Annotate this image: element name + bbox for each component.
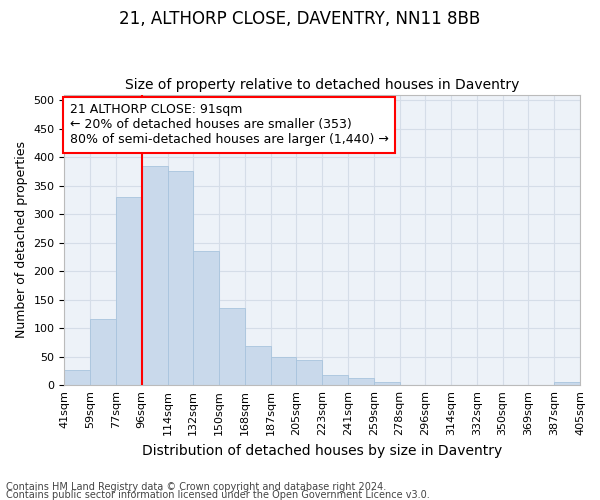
Bar bbox=[245, 346, 271, 385]
Bar bbox=[116, 197, 142, 385]
Bar bbox=[64, 370, 90, 385]
Text: 21, ALTHORP CLOSE, DAVENTRY, NN11 8BB: 21, ALTHORP CLOSE, DAVENTRY, NN11 8BB bbox=[119, 10, 481, 28]
Bar bbox=[90, 318, 116, 385]
Text: Contains public sector information licensed under the Open Government Licence v3: Contains public sector information licen… bbox=[6, 490, 430, 500]
Bar bbox=[374, 382, 400, 385]
Text: 21 ALTHORP CLOSE: 91sqm
← 20% of detached houses are smaller (353)
80% of semi-d: 21 ALTHORP CLOSE: 91sqm ← 20% of detache… bbox=[70, 104, 388, 146]
Bar bbox=[167, 172, 193, 385]
Y-axis label: Number of detached properties: Number of detached properties bbox=[15, 142, 28, 338]
Text: Contains HM Land Registry data © Crown copyright and database right 2024.: Contains HM Land Registry data © Crown c… bbox=[6, 482, 386, 492]
Bar bbox=[193, 252, 219, 385]
Bar bbox=[348, 378, 374, 385]
Bar bbox=[142, 166, 167, 385]
X-axis label: Distribution of detached houses by size in Daventry: Distribution of detached houses by size … bbox=[142, 444, 502, 458]
Title: Size of property relative to detached houses in Daventry: Size of property relative to detached ho… bbox=[125, 78, 520, 92]
Bar bbox=[322, 375, 348, 385]
Bar bbox=[554, 382, 580, 385]
Bar bbox=[219, 308, 245, 385]
Bar bbox=[296, 360, 322, 385]
Bar bbox=[271, 356, 296, 385]
